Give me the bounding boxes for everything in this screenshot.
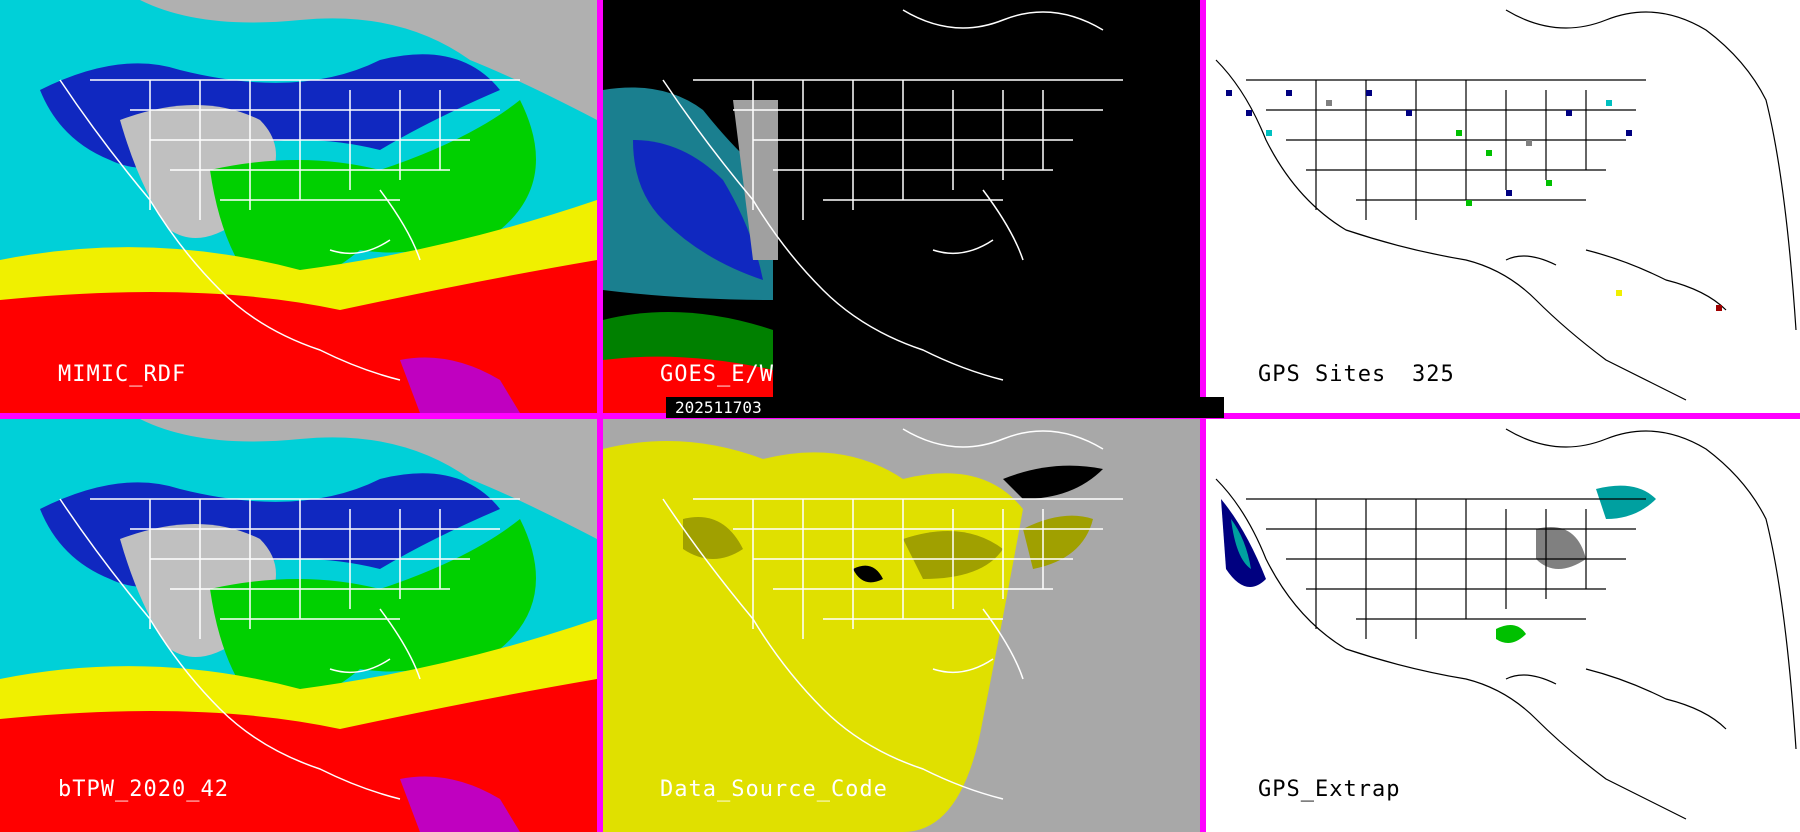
label-data-source-code: Data_Source_Code — [660, 777, 888, 802]
gps-site-markers — [1226, 90, 1722, 311]
gps-sites-map — [1215, 9, 1797, 401]
panel-goes-ew: GOES_E/W — [603, 0, 1200, 413]
timestamp-bar: 202511703 — [666, 397, 1224, 418]
gps-site-count: 325 — [1412, 362, 1455, 387]
panel-data-source-code: Data_Source_Code — [603, 419, 1200, 832]
label-gps-sites: GPS Sites — [1258, 362, 1387, 387]
label-btpw: bTPW_2020_42 — [58, 777, 229, 802]
goes-ew-map — [603, 9, 1123, 413]
gps-extrap-map — [1215, 428, 1797, 820]
label-gps-extrap: GPS_Extrap — [1258, 777, 1401, 802]
panel-gps-extrap: GPS_Extrap — [1206, 419, 1800, 832]
label-mimic-rdf: MIMIC_RDF — [58, 362, 187, 387]
mimic-rdf-map — [0, 0, 597, 413]
label-goes-ew: GOES_E/W — [660, 362, 774, 387]
panel-mimic-rdf: MIMIC_RDF — [0, 0, 597, 413]
btpw-map — [0, 419, 597, 832]
data-source-code-map — [603, 428, 1123, 832]
panel-gps-sites: GPS Sites 325 — [1206, 0, 1800, 413]
panel-btpw: bTPW_2020_42 — [0, 419, 597, 832]
